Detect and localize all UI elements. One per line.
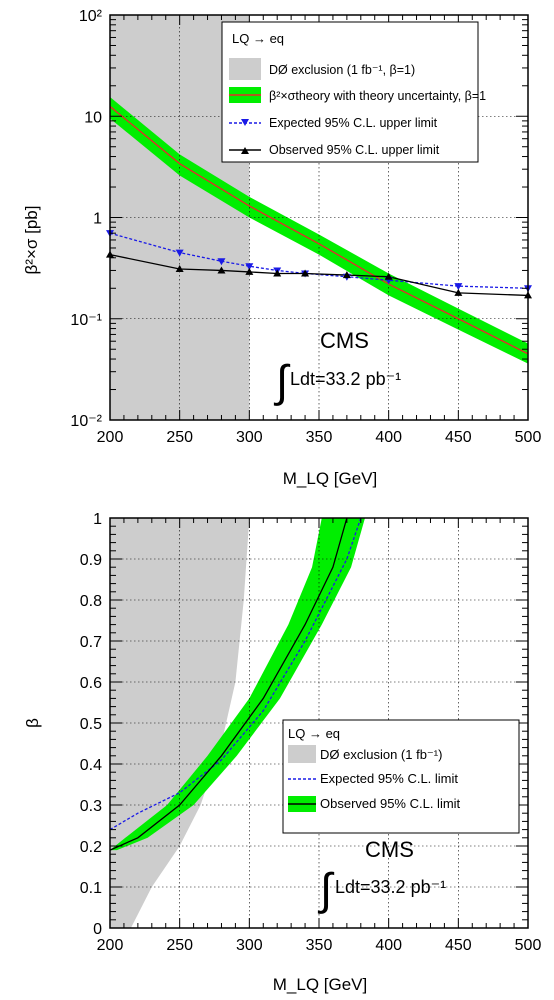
y-tick-label: 0 bbox=[93, 921, 102, 938]
observed-point-marker bbox=[454, 288, 463, 296]
cross-section-limit-chart: 200 250 300 350 400 450 500 10⁻² 10⁻¹ 1 10 10² LQ →… bbox=[22, 8, 542, 488]
y-tick-label: 1 bbox=[93, 511, 102, 528]
y-tick-label: 0.7 bbox=[80, 634, 102, 651]
legend-swatch-excluded bbox=[288, 745, 316, 763]
y-tick-label: 10⁻² bbox=[70, 413, 102, 430]
expected-point-marker bbox=[454, 283, 463, 291]
x-tick-label: 200 bbox=[97, 429, 124, 446]
legend-expected-marker-icon bbox=[241, 119, 249, 126]
x-axis-label: M_LQ [GeV] bbox=[283, 469, 377, 488]
observed-point-marker bbox=[245, 267, 254, 275]
y-tick-label: 10² bbox=[79, 8, 103, 25]
expected-limit-line bbox=[109, 517, 362, 831]
legend-box bbox=[221, 21, 479, 163]
expected-point-marker bbox=[217, 258, 226, 266]
x-tick-label: 250 bbox=[166, 937, 193, 954]
legend-entry-expected: Expected 95% C.L. upper limit bbox=[269, 116, 438, 130]
observed-point-marker bbox=[273, 269, 282, 277]
legend-swatch-excluded bbox=[229, 58, 261, 80]
y-tick-label: 0.1 bbox=[80, 880, 102, 897]
luminosity-label: Ldt=33.2 pb⁻¹ bbox=[290, 369, 401, 389]
y-tick-label: 0.6 bbox=[80, 675, 102, 692]
x-tick-label: 300 bbox=[236, 937, 263, 954]
luminosity-label: Ldt=33.2 pb⁻¹ bbox=[335, 877, 446, 897]
observed-point-marker bbox=[301, 269, 310, 277]
x-tick-label: 350 bbox=[306, 429, 333, 446]
theory-uncertainty-band bbox=[110, 96, 528, 364]
legend-title: LQ → eq bbox=[232, 31, 284, 46]
x-tick-label: 450 bbox=[445, 429, 472, 446]
y-tick-label: 0.4 bbox=[80, 757, 102, 774]
y-tick-label: 10⁻¹ bbox=[70, 312, 102, 329]
y-tick-label: 1 bbox=[93, 211, 102, 228]
y-tick-label: 0.9 bbox=[80, 552, 102, 569]
legend-entry-observed: Observed 95% C.L. upper limit bbox=[269, 143, 440, 157]
x-tick-label: 400 bbox=[375, 937, 402, 954]
y-tick-label: 0.5 bbox=[80, 716, 102, 733]
legend-entry-excluded: DØ exclusion (1 fb⁻¹, β=1) bbox=[269, 63, 415, 77]
legend-entry-excluded: DØ exclusion (1 fb⁻¹) bbox=[320, 747, 442, 762]
legend-entry-theory: β²×σtheory with theory uncertainty, β=1 bbox=[269, 89, 486, 103]
observed-point-marker bbox=[217, 266, 226, 274]
expected-point-marker bbox=[245, 263, 254, 271]
legend: LQ → eq DØ exclusion (1 fb⁻¹) Expected 9… bbox=[282, 719, 520, 834]
y-tick-label: 0.2 bbox=[80, 839, 102, 856]
legend-box bbox=[282, 719, 520, 834]
legend-observed-marker-icon bbox=[241, 147, 249, 154]
observed-point-marker bbox=[342, 271, 351, 279]
y-tick-label: 0.8 bbox=[80, 593, 102, 610]
x-axis-label: M_LQ [GeV] bbox=[273, 975, 367, 994]
y-axis-label: β bbox=[23, 718, 42, 728]
x-tick-label: 250 bbox=[166, 429, 193, 446]
theory-cross-section-line bbox=[109, 105, 529, 355]
expected-limit-line bbox=[109, 232, 529, 289]
integral-sign: ∫ bbox=[273, 357, 291, 406]
x-tick-label: 500 bbox=[515, 937, 542, 954]
observed-limit-line bbox=[109, 253, 529, 297]
y-tick-label: 10 bbox=[84, 109, 102, 126]
legend-title: LQ → eq bbox=[288, 726, 340, 741]
legend: LQ → eq DØ exclusion (1 fb⁻¹, β=1) β²×σt… bbox=[221, 21, 486, 163]
cms-label: CMS bbox=[365, 837, 414, 862]
observed-point-marker bbox=[175, 264, 184, 272]
y-axis-label: β²×σ [pb] bbox=[22, 206, 41, 275]
x-tick-label: 300 bbox=[236, 429, 263, 446]
observed-point-marker bbox=[384, 272, 393, 280]
x-tick-label: 500 bbox=[515, 429, 542, 446]
x-tick-label: 450 bbox=[445, 937, 472, 954]
legend-entry-expected: Expected 95% C.L. limit bbox=[320, 771, 458, 786]
expected-point-marker bbox=[175, 249, 184, 257]
x-tick-label: 350 bbox=[306, 937, 333, 954]
x-tick-label: 400 bbox=[375, 429, 402, 446]
y-tick-label: 0.3 bbox=[80, 798, 102, 815]
observed-limit-line bbox=[109, 517, 348, 851]
x-tick-label: 200 bbox=[97, 937, 124, 954]
cms-label: CMS bbox=[320, 328, 369, 353]
observed-uncertainty-band bbox=[110, 518, 365, 851]
legend-entry-observed: Observed 95% C.L. limit bbox=[320, 796, 461, 811]
integral-sign: ∫ bbox=[317, 865, 335, 914]
